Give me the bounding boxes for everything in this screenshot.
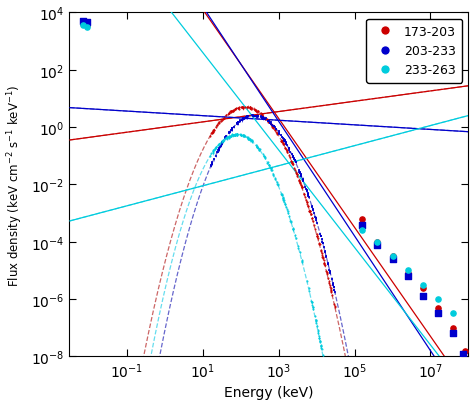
Point <box>419 282 427 288</box>
Point <box>80 21 87 28</box>
Point <box>374 239 381 245</box>
Point <box>449 325 457 331</box>
Point <box>358 216 366 222</box>
Point <box>358 228 366 234</box>
Point <box>83 25 91 32</box>
Point <box>389 256 396 262</box>
Point <box>389 253 396 260</box>
Point <box>434 296 442 303</box>
Point <box>80 23 87 30</box>
Point <box>358 222 366 228</box>
Point <box>374 242 381 248</box>
Point <box>83 23 91 30</box>
Point <box>461 347 468 354</box>
Point <box>434 310 442 317</box>
Point <box>434 305 442 311</box>
Y-axis label: Flux density (keV cm$^{-2}$ s$^{-1}$ keV$^{-1}$): Flux density (keV cm$^{-2}$ s$^{-1}$ keV… <box>6 84 25 286</box>
X-axis label: Energy (keV): Energy (keV) <box>224 386 313 399</box>
Point <box>389 253 396 260</box>
Point <box>449 330 457 337</box>
Point <box>404 271 411 277</box>
Point <box>419 293 427 300</box>
Point <box>449 310 457 317</box>
Point <box>404 273 411 280</box>
Point <box>419 285 427 291</box>
Legend: 173-203, 203-233, 233-263: 173-203, 203-233, 233-263 <box>366 19 462 83</box>
Point <box>80 19 87 25</box>
Point <box>83 20 91 26</box>
Point <box>459 350 466 357</box>
Point <box>404 267 411 274</box>
Point <box>374 239 381 245</box>
